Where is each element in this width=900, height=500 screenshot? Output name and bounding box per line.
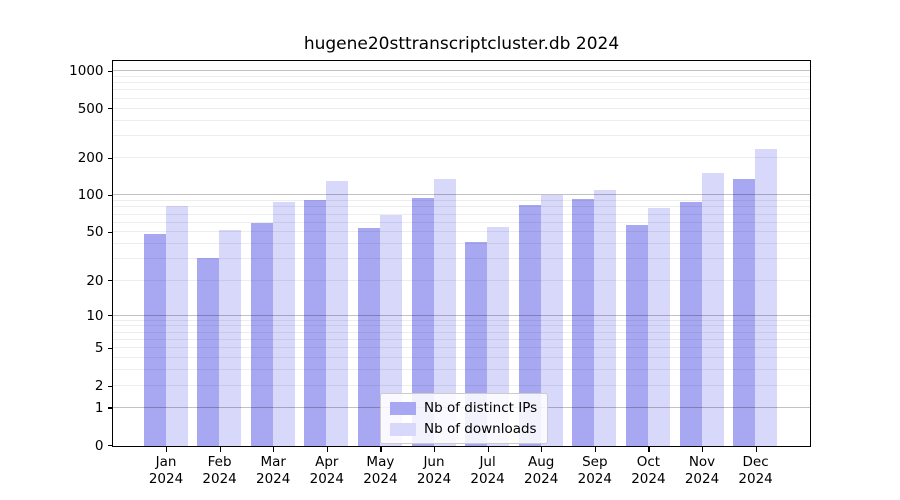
bar-nb-of-downloads-may-2024	[379, 215, 402, 446]
bar-nb-of-downloads-sep-2024	[594, 190, 617, 446]
legend-entry-distinct-ips: Nb of distinct IPs	[390, 400, 537, 416]
xtick-mark-jul-2024	[487, 447, 489, 452]
ytick-mark-500	[107, 108, 112, 110]
gridline-200	[112, 157, 810, 159]
xtick-label-aug-2024: Aug 2024	[524, 454, 559, 487]
bar-nb-of-downloads-feb-2024	[219, 230, 242, 446]
bar-nb-of-distinct-ips-sep-2024	[572, 198, 595, 446]
legend-entry-downloads: Nb of downloads	[390, 421, 537, 437]
legend-label-downloads: Nb of downloads	[424, 421, 537, 437]
bar-nb-of-distinct-ips-jan-2024	[143, 233, 166, 446]
ytick-label-2: 2	[94, 378, 104, 394]
gridline-700	[112, 89, 810, 91]
ytick-label-1: 1	[94, 399, 104, 416]
xtick-mark-apr-2024	[326, 447, 328, 452]
ytick-mark-1000	[107, 70, 112, 72]
xtick-label-dec-2024: Dec 2024	[738, 454, 773, 487]
bar-nb-of-distinct-ips-nov-2024	[679, 201, 702, 446]
ytick-mark-10	[107, 315, 112, 317]
bar-nb-of-distinct-ips-jun-2024	[411, 198, 434, 446]
ytick-label-10: 10	[86, 307, 104, 324]
ytick-label-20: 20	[86, 272, 104, 289]
xtick-mark-sep-2024	[594, 447, 596, 452]
xtick-mark-may-2024	[380, 447, 382, 452]
xtick-mark-dec-2024	[755, 447, 757, 452]
xtick-label-jan-2024: Jan 2024	[148, 454, 184, 487]
ytick-label-0: 0	[94, 437, 104, 454]
bar-nb-of-distinct-ips-may-2024	[357, 228, 380, 446]
bar-nb-of-downloads-jun-2024	[433, 178, 456, 446]
ytick-label-100: 100	[77, 187, 104, 204]
bar-nb-of-downloads-oct-2024	[647, 208, 670, 446]
gridline-400	[112, 119, 810, 121]
legend-swatch-downloads	[390, 422, 416, 436]
bar-nb-of-distinct-ips-mar-2024	[250, 222, 273, 446]
xtick-mark-feb-2024	[219, 447, 221, 452]
xtick-label-oct-2024: Oct 2024	[631, 454, 666, 487]
gridline-800	[112, 82, 810, 84]
gridline-300	[112, 135, 810, 137]
ytick-mark-200	[107, 157, 112, 159]
ytick-mark-100	[107, 194, 112, 197]
ytick-label-1000: 1000	[69, 63, 104, 79]
bar-nb-of-downloads-nov-2024	[701, 172, 724, 446]
xtick-mark-mar-2024	[273, 447, 275, 452]
xtick-mark-nov-2024	[702, 447, 704, 452]
xtick-label-jun-2024: Jun 2024	[416, 454, 452, 487]
ytick-mark-50	[107, 231, 112, 234]
xtick-label-feb-2024: Feb 2024	[202, 454, 237, 487]
plot-area	[111, 59, 811, 447]
gridline-600	[112, 97, 810, 99]
xtick-mark-jan-2024	[166, 447, 168, 452]
bar-nb-of-distinct-ips-oct-2024	[625, 224, 648, 446]
bar-nb-of-distinct-ips-feb-2024	[197, 257, 220, 446]
bar-nb-of-distinct-ips-dec-2024	[733, 179, 756, 446]
xtick-label-apr-2024: Apr 2024	[309, 454, 344, 487]
ytick-label-500: 500	[77, 100, 104, 117]
bar-nb-of-downloads-apr-2024	[326, 180, 349, 446]
bar-nb-of-downloads-mar-2024	[272, 202, 295, 446]
xtick-label-may-2024: May 2024	[363, 454, 398, 487]
bar-nb-of-downloads-dec-2024	[755, 148, 778, 446]
ytick-label-200: 200	[77, 150, 104, 167]
xtick-mark-jun-2024	[434, 447, 436, 452]
xtick-label-jul-2024: Jul 2024	[470, 454, 505, 487]
ytick-mark-5	[107, 347, 112, 350]
gridline-1000	[112, 70, 810, 71]
xtick-mark-aug-2024	[541, 447, 543, 452]
chart-title: hugene20sttranscriptcluster.db 2024	[303, 34, 620, 54]
ytick-label-50: 50	[86, 224, 104, 241]
xtick-mark-oct-2024	[648, 447, 650, 452]
xtick-label-mar-2024: Mar 2024	[256, 454, 291, 487]
bar-nb-of-downloads-jul-2024	[487, 227, 510, 446]
ytick-mark-2	[107, 385, 112, 387]
legend-swatch-distinct-ips	[390, 401, 416, 415]
bar-nb-of-distinct-ips-apr-2024	[304, 199, 327, 446]
ytick-mark-1	[107, 407, 112, 409]
ytick-mark-20	[107, 280, 112, 282]
bar-nb-of-downloads-jan-2024	[165, 206, 188, 446]
legend: Nb of distinct IPs Nb of downloads	[380, 393, 549, 444]
ytick-label-5: 5	[94, 340, 104, 357]
legend-label-distinct-ips: Nb of distinct IPs	[424, 400, 538, 416]
xtick-label-sep-2024: Sep 2024	[577, 454, 612, 487]
gridline-900	[112, 75, 810, 77]
bar-nb-of-distinct-ips-aug-2024	[518, 205, 541, 446]
bar-nb-of-downloads-aug-2024	[540, 194, 563, 446]
xtick-label-nov-2024: Nov 2024	[684, 454, 720, 487]
gridline-500	[112, 107, 810, 109]
ytick-mark-0	[107, 445, 112, 447]
